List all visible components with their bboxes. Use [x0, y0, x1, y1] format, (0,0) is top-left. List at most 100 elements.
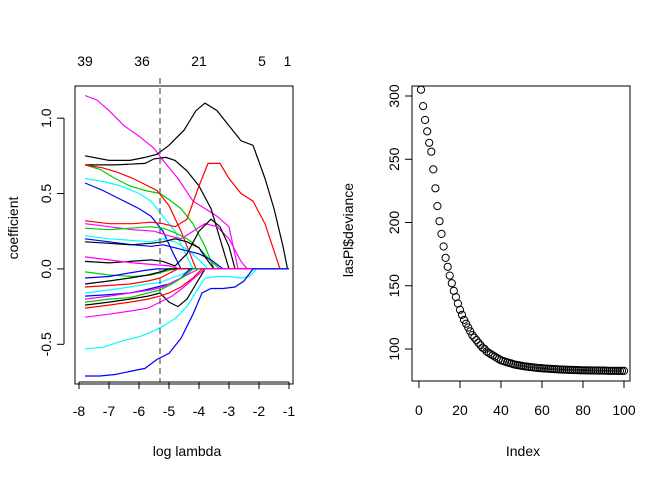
left-x-tick-label: -7	[103, 403, 116, 419]
deviance-point	[464, 323, 473, 332]
left-x-tick-label: -3	[223, 403, 236, 419]
deviance-point	[576, 366, 586, 375]
coefficient-path-12	[84, 238, 289, 270]
deviance-point	[482, 347, 491, 356]
deviance-point	[603, 366, 612, 375]
coefficient-path-24	[84, 268, 289, 308]
deviance-point	[439, 242, 448, 251]
top-axis-label: 36	[134, 53, 150, 69]
deviance-point	[617, 366, 627, 375]
deviance-point	[568, 365, 577, 375]
top-axis-label: 21	[191, 53, 207, 69]
deviance-point	[416, 85, 426, 94]
right-x-tick-label: 20	[452, 402, 468, 418]
coefficient-path-14	[84, 218, 289, 270]
deviance-point	[455, 305, 465, 314]
coefficient-path-4	[84, 164, 289, 270]
coefficient-path-6	[84, 177, 289, 270]
deviance-point	[587, 366, 596, 375]
left-y-tick-label: 0.0	[38, 259, 54, 279]
left-y-tick-label: 0.5	[38, 184, 54, 204]
deviance-point	[599, 366, 608, 375]
left-x-tick-label: -2	[253, 403, 266, 419]
right-x-axis-title: Index	[506, 443, 540, 459]
deviance-point	[427, 147, 436, 156]
deviance-point	[431, 184, 440, 193]
deviance-point	[619, 366, 629, 375]
coefficient-path-5	[84, 164, 289, 270]
coefficient-path-21	[84, 268, 289, 297]
coefficient-path-1	[84, 94, 289, 270]
deviance-point	[488, 351, 497, 360]
coefficient-path-25	[84, 268, 289, 309]
coefficient-path-8	[84, 162, 289, 270]
right-x-tick-label: 80	[575, 402, 591, 418]
coefficient-path-11	[84, 235, 289, 270]
right-y-tick-label: 100	[386, 337, 402, 361]
deviance-point	[615, 366, 625, 375]
deviance-point	[490, 352, 499, 361]
coefficient-path-18	[84, 268, 289, 285]
right-y-tick-label: 300	[386, 84, 402, 108]
coefficient-path-2	[84, 102, 289, 270]
deviance-point	[597, 366, 606, 375]
deviance-point	[429, 165, 438, 174]
deviance-point	[441, 253, 450, 262]
deviance-point	[423, 127, 432, 136]
deviance-point	[486, 350, 495, 359]
deviance-point	[460, 315, 469, 324]
deviance-point	[583, 366, 592, 375]
deviance-point	[445, 271, 454, 280]
left-y-tick-label: -0.5	[38, 332, 54, 356]
coefficient-path-9	[84, 223, 289, 270]
deviance-point	[472, 336, 481, 345]
left-y-axis-title: coefficient	[5, 196, 21, 259]
left-x-axis-title: log lambda	[153, 443, 222, 459]
deviance-point	[470, 333, 479, 342]
coefficient-path-19	[84, 268, 289, 288]
deviance-point	[425, 138, 434, 147]
deviance-point	[572, 366, 581, 375]
left-x-tick-label: -1	[283, 403, 296, 419]
coefficient-path-22	[84, 268, 289, 300]
deviance-point	[435, 217, 444, 226]
deviance-point	[591, 366, 600, 375]
left-x-tick-label: -6	[133, 403, 146, 419]
deviance-point	[474, 338, 483, 347]
deviance-point	[595, 366, 604, 375]
right-x-tick-label: 60	[534, 402, 550, 418]
right-y-axis-title: lasPl$deviance	[340, 183, 356, 277]
top-axis-label: 5	[258, 53, 266, 69]
right-x-tick-label: 100	[612, 402, 636, 418]
deviance-point	[605, 366, 614, 375]
coefficient-path-panel: -8 -7 -6 -5 -4 -3 -2 -1 -0.50.00.51.0 39 36 21 5 1 …	[5, 53, 295, 459]
left-x-tick-label: -4	[193, 403, 206, 419]
deviance-point	[468, 331, 477, 340]
right-x-tick-label: 0	[415, 402, 423, 418]
right-y-tick-label: 200	[386, 211, 402, 235]
left-x-tick-label: -8	[73, 403, 86, 419]
left-top-axis: 39 36 21 5 1	[77, 53, 291, 69]
left-plot-frame	[74, 85, 294, 385]
deviance-point	[564, 365, 573, 374]
deviance-panel: 0 20 40 60 80 100 100 150 200 250 300 Index lasPl…	[340, 84, 636, 459]
left-x-tick-label: -5	[163, 403, 176, 419]
deviance-point	[421, 115, 430, 125]
deviance-point	[607, 366, 616, 375]
deviance-points	[416, 85, 629, 375]
right-y-axis: 100 150 200 250 300	[386, 84, 413, 361]
coefficient-paths	[84, 94, 289, 377]
deviance-point	[560, 365, 569, 374]
deviance-point	[484, 348, 493, 357]
coefficient-path-10	[84, 226, 289, 270]
right-x-axis: 0 20 40 60 80 100	[415, 380, 636, 418]
deviance-point	[419, 102, 428, 111]
coefficient-path-3	[85, 156, 289, 270]
deviance-point	[580, 366, 590, 375]
top-axis-label: 1	[284, 53, 292, 69]
coefficient-path-27	[84, 268, 289, 350]
right-x-tick-label: 40	[493, 402, 509, 418]
deviance-point	[457, 310, 467, 319]
coefficient-path-26	[84, 268, 289, 318]
